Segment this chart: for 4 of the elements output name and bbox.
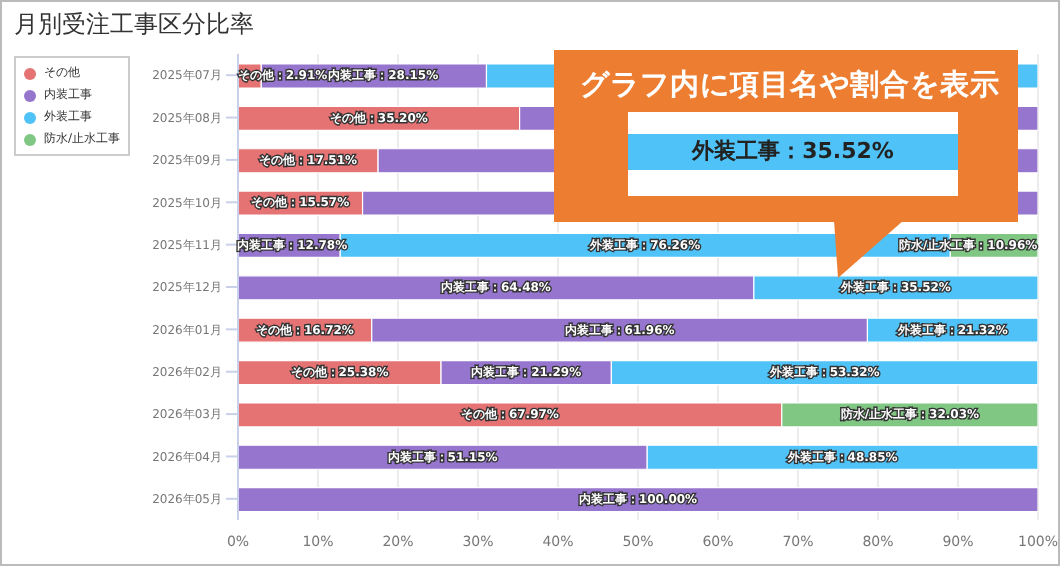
chart-title: 月別受注工事区分比率 xyxy=(14,8,254,42)
bar xyxy=(238,487,1038,513)
annotation: 外装工事：35.52% xyxy=(628,134,958,170)
annotation: グラフ内に項目名や割合を表示 xyxy=(578,67,1002,104)
